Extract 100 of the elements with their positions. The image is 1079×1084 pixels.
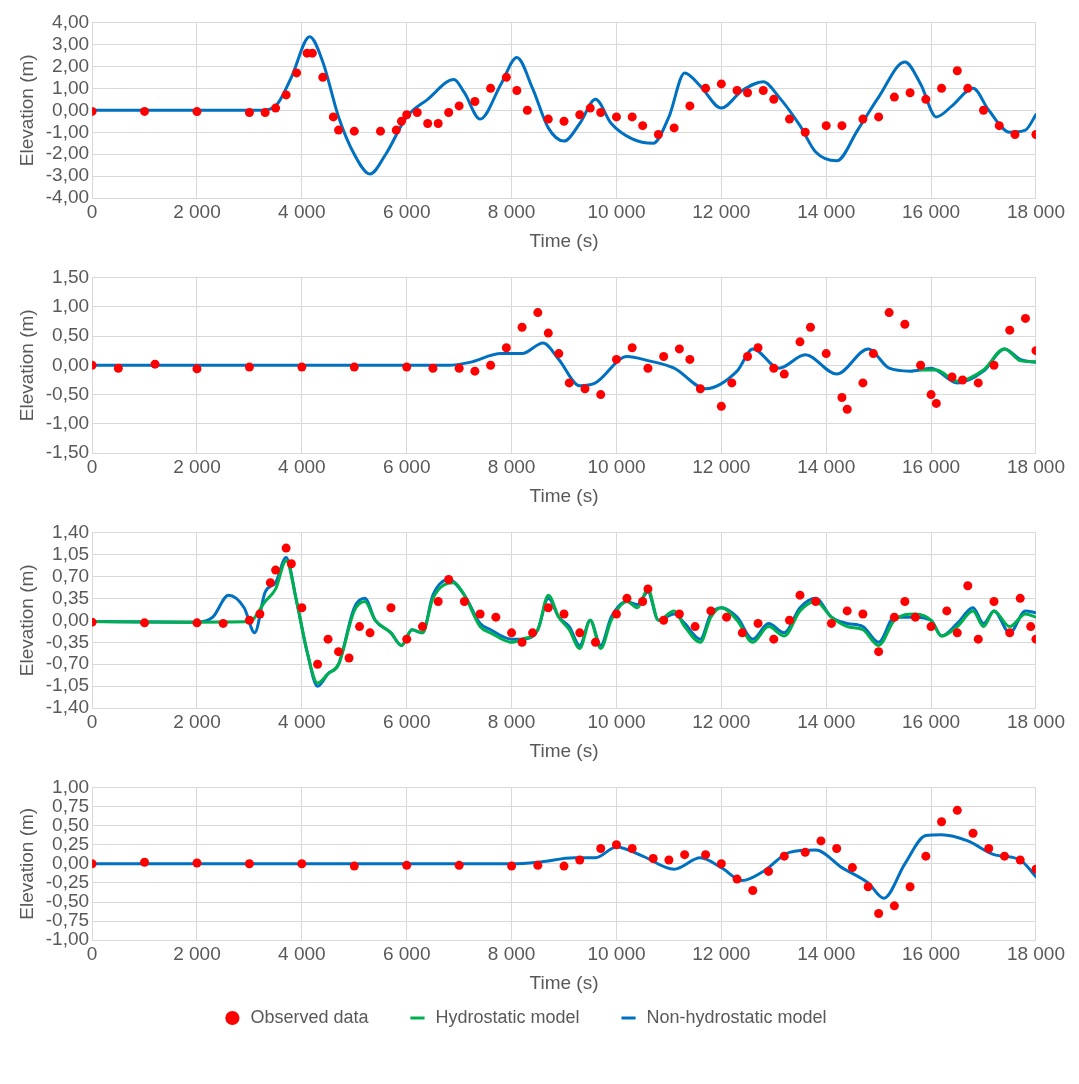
point bbox=[611, 840, 621, 850]
y-tick-label: -0,50 bbox=[45, 382, 90, 404]
point bbox=[543, 328, 553, 338]
point bbox=[889, 901, 899, 911]
point bbox=[517, 322, 527, 332]
legend-label: Hydrostatic model bbox=[435, 1006, 580, 1027]
y-tick-label: 1,05 bbox=[52, 542, 90, 564]
x-tick-label: 14 000 bbox=[797, 200, 856, 222]
point bbox=[470, 366, 480, 376]
x-tick-label: 18 000 bbox=[1006, 455, 1066, 477]
point bbox=[402, 362, 412, 372]
point bbox=[150, 359, 160, 369]
point bbox=[800, 847, 810, 857]
point bbox=[297, 859, 307, 869]
x-tick-label: 4 000 bbox=[278, 200, 326, 222]
point bbox=[244, 859, 254, 869]
point bbox=[1020, 313, 1030, 323]
x-tick-label: 12 000 bbox=[692, 942, 751, 964]
y-tick-label: 0,50 bbox=[52, 813, 90, 835]
x-tick-label: 6 000 bbox=[382, 942, 431, 964]
x-tick-label: 18 000 bbox=[1006, 200, 1066, 222]
y-tick-label: 1,50 bbox=[52, 265, 90, 287]
y-tick-label: -3,00 bbox=[45, 164, 90, 186]
point bbox=[192, 858, 202, 868]
point bbox=[501, 343, 511, 353]
y-tick-label: 0,50 bbox=[52, 324, 90, 346]
x-tick-label: 4 000 bbox=[278, 455, 326, 477]
point bbox=[952, 805, 962, 815]
y-tick-label: 3,00 bbox=[52, 32, 90, 54]
y-tick-label: 1,00 bbox=[52, 76, 90, 98]
point bbox=[727, 378, 737, 388]
y-tick-label: -0,70 bbox=[45, 652, 90, 674]
point bbox=[533, 308, 543, 318]
point bbox=[916, 360, 926, 370]
point bbox=[795, 337, 805, 347]
x-tick-label: 10 000 bbox=[587, 710, 646, 732]
y-tick-label: -2,00 bbox=[45, 142, 90, 164]
y-tick-label: 0,00 bbox=[52, 98, 90, 120]
point bbox=[716, 859, 726, 869]
x-tick-label: 14 000 bbox=[797, 455, 856, 477]
x-tick-label: 4 000 bbox=[278, 942, 326, 964]
point bbox=[533, 860, 543, 870]
y-tick-label: -1,00 bbox=[45, 120, 90, 142]
point bbox=[716, 401, 726, 411]
x-tick-label: 4 000 bbox=[278, 710, 326, 732]
x-tick-label: 16 000 bbox=[902, 710, 961, 732]
x-tick-label: 12 000 bbox=[692, 710, 751, 732]
y-tick-label: 1,00 bbox=[52, 294, 90, 316]
point bbox=[821, 349, 831, 359]
point bbox=[931, 398, 941, 408]
y-tick-label: -0,35 bbox=[45, 630, 90, 652]
y-tick-label: 0,00 bbox=[52, 852, 90, 874]
y-tick-label: -1,00 bbox=[45, 412, 90, 434]
point bbox=[507, 861, 517, 871]
y-tick-label: 0,75 bbox=[52, 794, 90, 816]
x-tick-label: 14 000 bbox=[797, 942, 856, 964]
point bbox=[816, 836, 826, 846]
x-tick-label: 8 000 bbox=[487, 710, 536, 732]
x-tick-label: 6 000 bbox=[382, 710, 431, 732]
point bbox=[580, 384, 590, 394]
point bbox=[627, 343, 637, 353]
point bbox=[937, 817, 947, 827]
x-tick-label: 10 000 bbox=[587, 942, 646, 964]
y-tick-label: -0,25 bbox=[45, 871, 90, 893]
x-tick-label: 16 000 bbox=[902, 455, 961, 477]
point bbox=[874, 908, 884, 918]
y-tick-label: 0,70 bbox=[52, 564, 90, 586]
x-tick-label: 10 000 bbox=[587, 200, 646, 222]
point bbox=[454, 860, 464, 870]
point bbox=[764, 866, 774, 876]
x-tick-label: 18 000 bbox=[1006, 710, 1066, 732]
point bbox=[648, 853, 658, 863]
x-tick-label: 18 000 bbox=[1006, 942, 1066, 964]
point bbox=[695, 384, 705, 394]
point bbox=[837, 393, 847, 403]
point bbox=[779, 851, 789, 861]
point bbox=[664, 855, 674, 865]
point bbox=[575, 855, 585, 865]
point bbox=[732, 874, 742, 884]
point bbox=[984, 844, 994, 854]
point bbox=[627, 844, 637, 854]
y-tick-label: 0,25 bbox=[52, 832, 90, 854]
x-tick-label: 10 000 bbox=[587, 455, 646, 477]
y-tick-label: 0,35 bbox=[52, 586, 90, 608]
point bbox=[947, 372, 957, 382]
y-axis-title: Elevation (m) bbox=[15, 54, 37, 167]
x-tick-label: 8 000 bbox=[487, 942, 536, 964]
y-tick-label: -0,50 bbox=[45, 890, 90, 912]
x-tick-label: 8 000 bbox=[487, 455, 536, 477]
point bbox=[244, 362, 254, 372]
point bbox=[113, 363, 123, 373]
point bbox=[989, 360, 999, 370]
point bbox=[905, 882, 915, 892]
point bbox=[685, 354, 695, 364]
legend-label: Observed data bbox=[250, 1006, 370, 1027]
point bbox=[701, 850, 711, 860]
x-tick-label: 12 000 bbox=[692, 455, 751, 477]
point bbox=[1015, 855, 1025, 865]
point bbox=[559, 861, 569, 871]
y-tick-label: 1,40 bbox=[52, 520, 90, 542]
